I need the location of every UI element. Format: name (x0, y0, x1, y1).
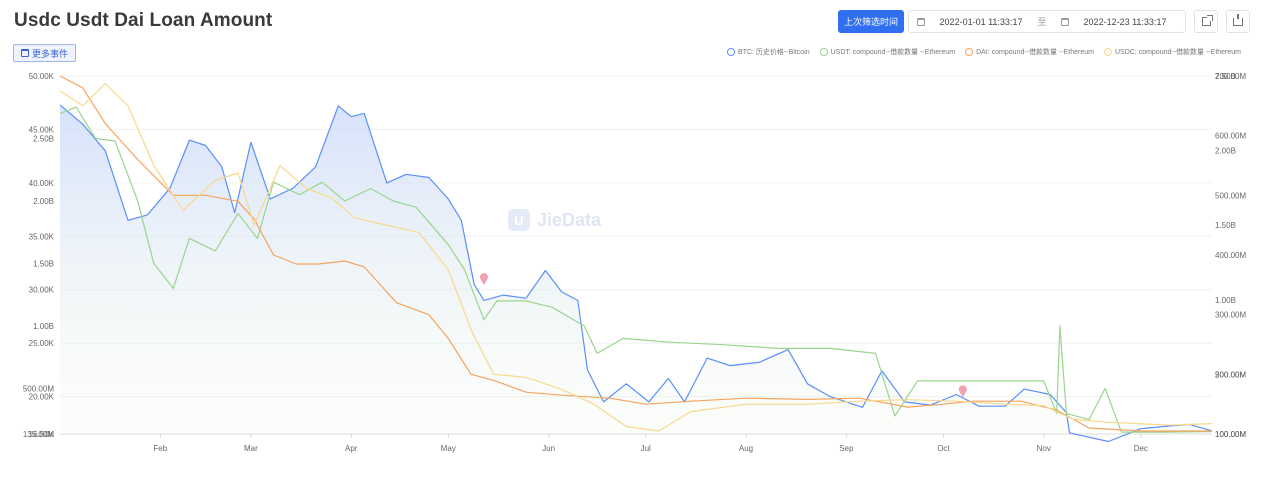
x-tick-label: Feb (153, 444, 167, 453)
page-title: Usdc Usdt Dai Loan Amount (14, 10, 273, 31)
y-tick-label-usdc: 100.00M (1215, 430, 1246, 439)
legend-item-1[interactable]: USDT: compound--借款数量 --Ethereum (819, 47, 956, 57)
x-tick-label: Apr (345, 444, 358, 453)
legend-label: BTC: 历史价格--Bitcoin (738, 49, 810, 56)
series-line-3[interactable] (59, 82, 1213, 432)
legend-dot-icon (819, 48, 828, 56)
legend-item-2[interactable]: DAI: compound--借款数量 --Ethereum (965, 47, 1094, 57)
x-tick-label: Nov (1037, 444, 1051, 453)
x-tick-label: Sep (839, 444, 854, 453)
y-tick-label-dai: 100.00M (1215, 430, 1246, 439)
legend-dot-icon (965, 48, 974, 56)
y-tick-label-usdc: 500.00M (1215, 370, 1246, 379)
y-tick-label-dai: 700.00M (1215, 72, 1246, 81)
share-icon (1201, 15, 1213, 26)
y-tick-label-btc: 25.00K (29, 339, 55, 348)
share-button[interactable] (1194, 10, 1218, 33)
y-tick-label-dai: 300.00M (1215, 311, 1246, 320)
download-icon (1233, 13, 1243, 26)
y-tick-label-btc: 20.00K (29, 393, 55, 402)
y-tick-label-usdt: 1.50B (33, 259, 54, 268)
y-tick-label-usdc: 2.00B (1215, 147, 1236, 156)
legend-label: USDT: compound--借款数量 --Ethereum (830, 49, 956, 56)
y-tick-label-btc: 40.00K (29, 179, 55, 188)
y-tick-label-btc: 16.50K (29, 430, 55, 439)
more-events-label: 更多事件 (32, 48, 69, 59)
calendar-icon (21, 49, 29, 57)
series-area-0 (60, 104, 1212, 442)
x-tick-label: Jul (641, 444, 651, 453)
y-tick-label-dai: 500.00M (1215, 191, 1246, 200)
series-line-1[interactable] (59, 106, 1213, 433)
date-end-input[interactable]: 2022-12-23 11:33:17 (1083, 16, 1167, 27)
x-tick-label: May (441, 444, 456, 453)
event-marker[interactable] (958, 385, 967, 398)
watermark-logo-icon: U (508, 209, 530, 231)
legend-label: DAI: compound--借款数量 --Ethereum (976, 49, 1094, 56)
y-tick-label-dai: 600.00M (1215, 132, 1246, 141)
y-tick-label-usdt: 135.00M (23, 430, 54, 439)
y-tick-label-usdc: 1.50B (1215, 221, 1236, 230)
calendar-icon (917, 17, 925, 26)
y-tick-label-usdc: 2.50B (1215, 72, 1236, 81)
x-tick-label: Aug (739, 444, 753, 453)
y-tick-label-dai: 200.00M (1215, 370, 1246, 379)
event-marker[interactable] (479, 273, 488, 286)
series-line-2[interactable] (59, 75, 1212, 432)
y-tick-label-btc: 45.00K (29, 125, 55, 134)
y-tick-label-usdc: 1.00B (1215, 296, 1236, 305)
y-tick-label-usdt: 500.00M (23, 384, 54, 393)
y-tick-label-btc: 35.00K (29, 232, 55, 241)
date-range-picker[interactable]: 2022-01-01 11:33:17 至 2022-12-23 11:33:1… (908, 10, 1186, 33)
watermark-text: JieData (537, 209, 602, 230)
download-button[interactable] (1226, 10, 1250, 33)
y-tick-label-usdt: 1.00B (33, 322, 54, 331)
date-start-input[interactable]: 2022-01-01 11:33:17 (939, 16, 1023, 27)
chart-legend: BTC: 历史价格--Bitcoin USDT: compound--借款数量 -… (727, 47, 1241, 57)
y-tick-label-usdt: 2.00B (33, 197, 54, 206)
date-range-separator: 至 (1037, 17, 1047, 27)
y-tick-label-dai: 400.00M (1215, 251, 1246, 260)
x-tick-label: Jun (542, 444, 555, 453)
y-tick-label-btc: 50.00K (29, 72, 55, 81)
legend-item-0[interactable]: BTC: 历史价格--Bitcoin (727, 47, 810, 57)
x-tick-label: Dec (1134, 444, 1148, 453)
watermark: U JieData (508, 209, 601, 231)
legend-item-3[interactable]: USDC: compound--借款数量 --Ethereum (1103, 47, 1241, 57)
more-events-button[interactable]: 更多事件 (13, 44, 77, 62)
y-tick-label-usdt: 2.50B (33, 134, 54, 143)
calendar-icon (1061, 17, 1069, 26)
x-tick-label: Mar (244, 444, 258, 453)
legend-dot-icon (1103, 48, 1112, 56)
series-line-0[interactable] (59, 104, 1213, 443)
x-tick-label: Oct (937, 444, 950, 453)
legend-dot-icon (727, 48, 736, 56)
y-tick-label-btc: 30.00K (29, 286, 55, 295)
legend-label: USDC: compound--借款数量 --Ethereum (1114, 49, 1241, 56)
last-filter-time-button[interactable]: 上次筛选时间 (838, 10, 904, 33)
